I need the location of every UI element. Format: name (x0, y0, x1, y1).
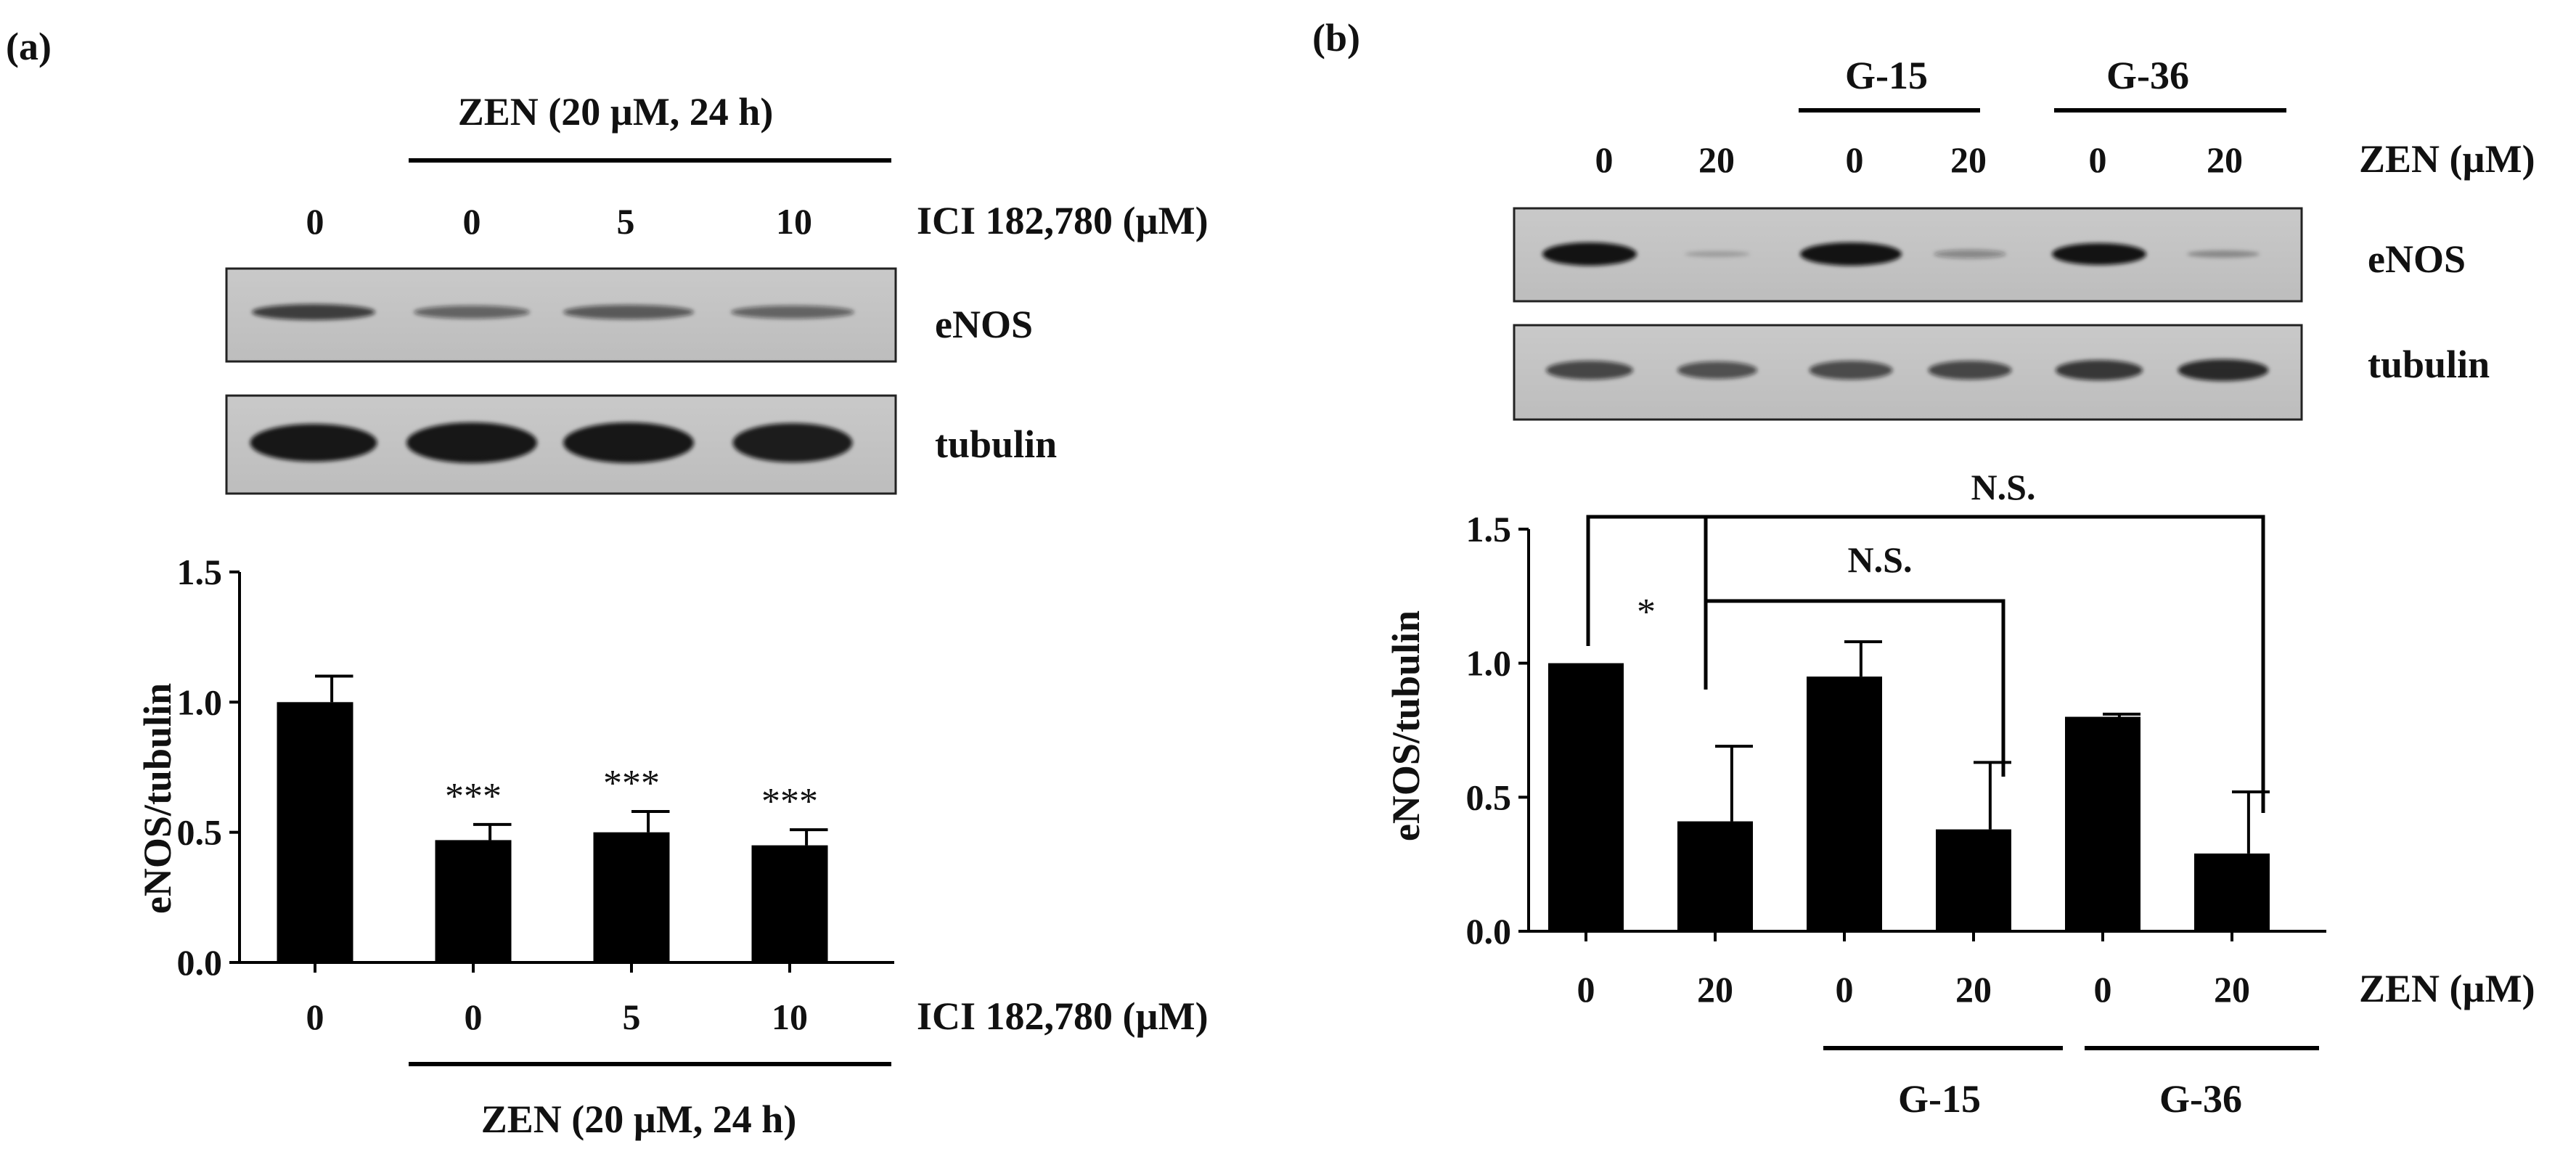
panel-b-g36-bottom-label: G-36 (2159, 1077, 2242, 1121)
x-tick-label: 0 (465, 997, 483, 1037)
panel-b-lane-label: 0 (2089, 139, 2107, 180)
comparison-label: N.S. (1971, 467, 2036, 507)
x-tick-label: 20 (1955, 969, 1992, 1010)
panel-b-enos-bands (1542, 242, 2260, 266)
x-tick-label: 20 (1697, 969, 1733, 1010)
panel-b-enos-blot (1513, 207, 2303, 303)
y-tick-label: 1.0 (1466, 643, 1512, 684)
panel-b-ylabel: eNOS/tubulin (1384, 610, 1428, 841)
panel-b-bar-chart: 0.0 0.5 1.0 1.5 0 20 0 20 0 20 * N.S. N.S. (1466, 467, 2326, 1010)
bar (2065, 716, 2140, 931)
tubulin-band (732, 423, 853, 462)
panel-a-enos-label: eNOS (935, 303, 1033, 346)
x-tick-label: 0 (2094, 969, 2112, 1010)
panel-b-g36-top-label: G-36 (2106, 54, 2189, 97)
panel-a-lane-label: 10 (776, 201, 812, 242)
x-tick-label: 0 (1836, 969, 1854, 1010)
comparison-label: * (1637, 592, 1656, 633)
panel-b-lane-label: 20 (2207, 139, 2243, 180)
y-tick-label: 1.5 (1466, 509, 1512, 549)
bar (435, 840, 512, 962)
bar (2194, 853, 2270, 931)
panel-a-lane-labels-top: 0 0 5 10 (306, 201, 813, 242)
panel-a-zen-top-label: ZEN (20 µM, 24 h) (458, 90, 774, 134)
bar (1936, 829, 2011, 931)
panel-a-tubulin-label: tubulin (935, 422, 1057, 466)
x-tick-label: 0 (306, 997, 324, 1037)
panel-b-zen-bottom-label: ZEN (µM) (2359, 967, 2535, 1010)
significance-label: *** (603, 763, 660, 804)
panel-b-label: (b) (1312, 16, 1360, 60)
enos-band (252, 304, 375, 320)
tubulin-band (1677, 361, 1757, 379)
panel-b-g15-bottom-label: G-15 (1898, 1077, 1981, 1121)
enos-band (1934, 250, 2006, 258)
panel-b-lane-label: 20 (1950, 139, 1987, 180)
enos-band (1542, 242, 1637, 266)
panel-b-enos-label: eNOS (2368, 237, 2466, 281)
tubulin-band (1809, 361, 1893, 380)
x-tick-label: 20 (2214, 969, 2250, 1010)
enos-band (731, 306, 854, 319)
tubulin-band (2178, 359, 2269, 381)
y-tick-label: 0.0 (1466, 911, 1512, 952)
comparison-label: N.S. (1848, 539, 1913, 580)
tubulin-band (563, 422, 694, 463)
y-tick-label: 0.5 (1466, 777, 1512, 817)
enos-band (563, 305, 694, 319)
enos-band (1685, 251, 1750, 257)
x-tick-label: 5 (623, 997, 641, 1037)
panel-b-lane-labels-top: 0 20 0 20 0 20 (1595, 139, 2244, 180)
y-tick-label: 1.5 (177, 552, 223, 592)
panel-b-tubulin-label: tubulin (2368, 343, 2490, 386)
panel-b-g15-top-label: G-15 (1845, 54, 1928, 97)
panel-b-lane-label: 20 (1698, 139, 1735, 180)
enos-band (1800, 242, 1902, 266)
comparison-bracket (1704, 515, 2265, 813)
bar (1548, 663, 1624, 931)
panel-a-ici-top-label: ICI 182,780 (µM) (917, 199, 1209, 242)
bar (593, 832, 670, 962)
enos-band (414, 306, 530, 319)
y-tick-label: 1.0 (177, 682, 223, 722)
significance-label: *** (761, 781, 818, 822)
panel-a-enos-bands (252, 304, 854, 320)
tubulin-band (2056, 360, 2143, 380)
x-tick-label: 10 (772, 997, 808, 1037)
panel-a-label: (a) (6, 25, 52, 68)
x-tick-label: 0 (1577, 969, 1595, 1010)
panel-a-lane-label: 0 (306, 201, 324, 242)
enos-band (2052, 243, 2146, 265)
y-tick-label: 0.0 (177, 942, 223, 983)
panel-a-zen-bottom-label: ZEN (20 µM, 24 h) (481, 1097, 797, 1141)
significance-label: *** (445, 776, 502, 817)
tubulin-band (1928, 361, 2012, 380)
panel-b-tubulin-blot (1513, 324, 2303, 421)
tubulin-band (250, 424, 377, 462)
tubulin-band (406, 422, 537, 463)
y-tick-label: 0.5 (177, 812, 223, 853)
bar (1677, 821, 1753, 931)
bar (277, 702, 353, 962)
panel-b-tubulin-bands (1546, 359, 2269, 381)
panel-a-ici-bottom-label: ICI 182,780 (µM) (917, 994, 1209, 1038)
bar (751, 845, 828, 962)
panel-a-tubulin-bands (250, 422, 853, 463)
panel-b-lane-label: 0 (1595, 139, 1614, 180)
panel-a-ylabel: eNOS/tubulin (136, 683, 179, 914)
panel-b-lane-label: 0 (1846, 139, 1864, 180)
panel-b-zen-top-label: ZEN (µM) (2359, 137, 2535, 181)
panel-a-lane-label: 0 (463, 201, 481, 242)
tubulin-band (1546, 361, 1633, 380)
panel-a-lane-label: 5 (617, 201, 635, 242)
enos-band (2187, 250, 2260, 258)
bar (1807, 676, 1882, 931)
panel-a-bar-chart: 0.0 0.5 1.0 1.5 0 0 *** 5 *** 10 *** (177, 552, 894, 1037)
